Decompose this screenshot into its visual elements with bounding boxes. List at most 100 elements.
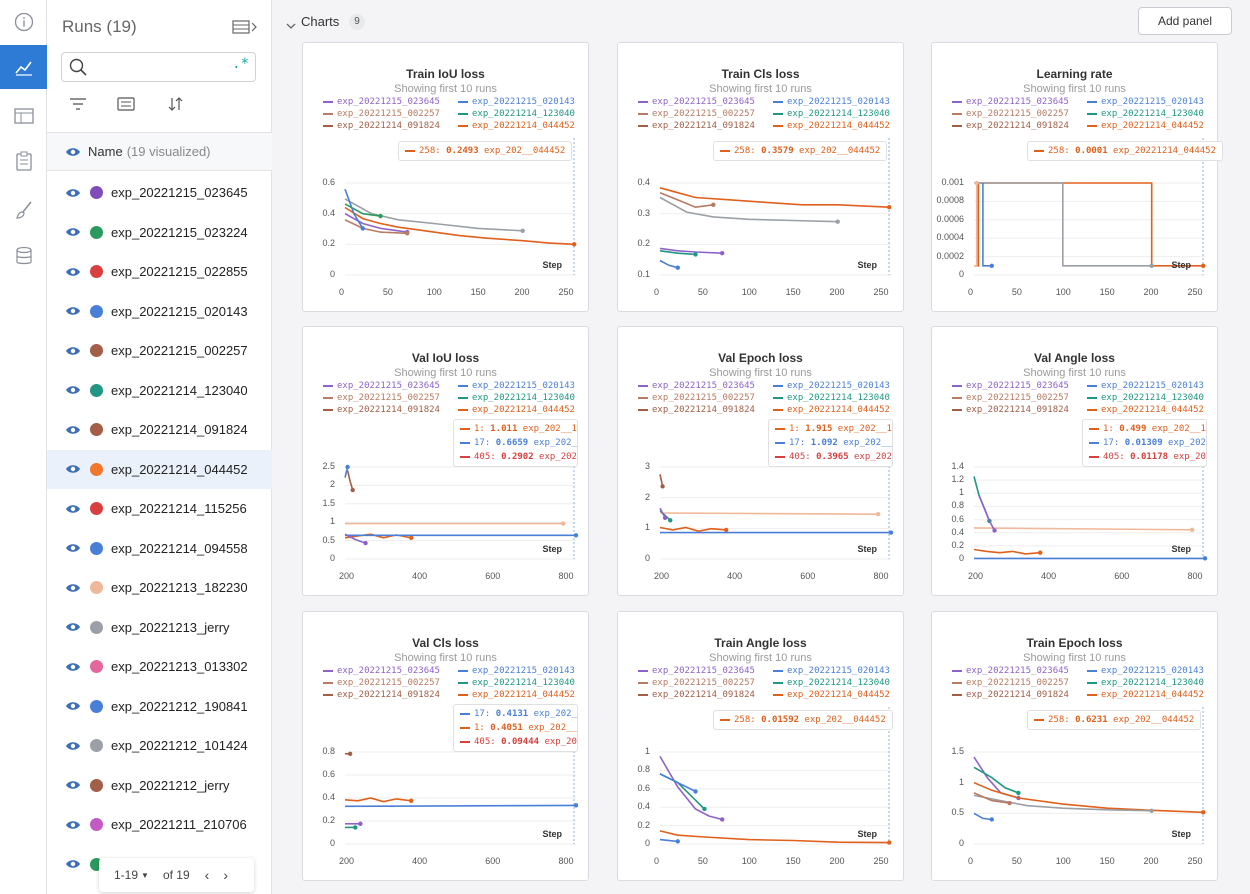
series-line[interactable]	[659, 259, 679, 269]
series-line[interactable]	[344, 804, 577, 808]
prev-page-icon[interactable]: ‹	[204, 867, 210, 883]
series-line[interactable]	[973, 792, 1010, 804]
add-panel-button[interactable]: Add panel	[1138, 7, 1232, 35]
run-name[interactable]: exp_20221215_023645	[111, 185, 248, 200]
run-row[interactable]: exp_20221212_jerry	[47, 766, 272, 805]
run-row[interactable]: exp_20221214_044452	[47, 449, 272, 489]
run-row[interactable]: exp_20221214_123040	[47, 371, 272, 410]
eye-icon[interactable]	[65, 227, 81, 237]
table-view-icon[interactable]	[0, 94, 47, 138]
run-color-dot[interactable]	[90, 778, 103, 792]
run-row[interactable]: exp_20221215_023224	[47, 213, 272, 252]
eye-icon[interactable]	[65, 820, 81, 830]
run-name[interactable]: exp_20221214_115256	[111, 501, 247, 516]
run-name[interactable]: exp_20221214_123040	[111, 382, 248, 398]
run-name[interactable]: exp_20221214_091824	[111, 422, 248, 437]
run-name[interactable]: exp_20221211_210706	[111, 817, 247, 832]
filter-icon[interactable]	[69, 96, 87, 112]
run-color-dot[interactable]	[90, 502, 103, 515]
group-icon[interactable]	[117, 96, 135, 112]
eye-icon[interactable]	[65, 267, 81, 277]
artifacts-database-icon[interactable]	[0, 234, 47, 278]
eye-icon[interactable]	[65, 188, 81, 198]
chart-panel[interactable]: Val Epoch loss Showing first 10 runs exp_2…	[617, 326, 904, 596]
run-row[interactable]: exp_20221213_182230	[47, 568, 272, 607]
run-color-dot[interactable]	[90, 265, 103, 278]
overview-info-icon[interactable]	[0, 0, 47, 44]
series-line[interactable]	[344, 797, 412, 803]
series-line[interactable]	[974, 183, 978, 267]
eye-icon[interactable]	[65, 543, 81, 553]
series-line[interactable]	[659, 526, 727, 533]
series-line[interactable]	[659, 773, 696, 793]
run-color-dot[interactable]	[90, 225, 103, 239]
series-line[interactable]	[659, 838, 678, 843]
run-color-dot[interactable]	[90, 699, 103, 713]
series-line[interactable]	[344, 198, 523, 232]
series-line[interactable]	[344, 533, 366, 544]
run-name[interactable]: exp_20221215_022855	[111, 264, 248, 279]
run-color-dot[interactable]	[90, 462, 103, 476]
run-row[interactable]: exp_20221213_013302	[47, 647, 272, 686]
chart-panel[interactable]: Train Epoch loss Showing first 10 runs exp…	[931, 611, 1218, 881]
series-line[interactable]	[659, 512, 879, 515]
run-row[interactable]: exp_20221214_115256	[47, 489, 272, 528]
series-line[interactable]	[344, 212, 408, 233]
run-color-dot[interactable]	[90, 581, 103, 594]
run-name[interactable]: exp_20221215_020143	[111, 303, 248, 319]
run-name[interactable]: exp_20221215_023224	[111, 224, 248, 240]
series-line[interactable]	[659, 755, 723, 821]
chevron-down-icon[interactable]	[286, 17, 296, 35]
series-line[interactable]	[973, 794, 1152, 812]
series-line[interactable]	[659, 187, 890, 208]
run-color-dot[interactable]	[90, 739, 103, 752]
series-line[interactable]	[659, 191, 714, 209]
eye-icon[interactable]	[65, 622, 81, 632]
series-line[interactable]	[346, 470, 354, 491]
eye-icon[interactable]	[65, 741, 81, 751]
run-name[interactable]: exp_20221213_013302	[111, 659, 248, 674]
chart-panel[interactable]: Val Cls loss Showing first 10 runs exp_202…	[302, 611, 589, 881]
sweeps-brush-icon[interactable]	[0, 188, 47, 232]
eye-icon[interactable]	[65, 346, 81, 356]
series-line[interactable]	[344, 206, 575, 246]
sort-icon[interactable]	[167, 96, 185, 112]
run-row[interactable]: exp_20221212_190841	[47, 687, 272, 726]
chart-panel[interactable]: Train Angle loss Showing first 10 runs exp…	[617, 611, 904, 881]
run-color-dot[interactable]	[90, 541, 103, 555]
run-row[interactable]: exp_20221211_210706	[47, 805, 272, 844]
chart-panel[interactable]: Learning rate Showing first 10 runs exp_20…	[931, 42, 1223, 312]
series-line[interactable]	[344, 219, 408, 235]
run-row[interactable]: exp_20221215_002257	[47, 331, 272, 370]
run-name[interactable]: exp_20221213_182230	[111, 580, 248, 595]
run-row[interactable]: exp_20221215_020143	[47, 292, 272, 331]
series-line[interactable]	[659, 830, 890, 844]
series-line[interactable]	[659, 250, 696, 256]
regex-toggle[interactable]: .*	[232, 56, 249, 72]
eye-icon[interactable]	[65, 306, 81, 316]
eye-icon[interactable]	[65, 583, 81, 593]
run-name[interactable]: exp_20221215_002257	[111, 343, 248, 358]
run-name[interactable]: exp_20221212_jerry	[111, 777, 230, 793]
run-name[interactable]: exp_20221212_190841	[111, 698, 248, 714]
series-line[interactable]	[973, 548, 1041, 555]
eye-icon[interactable]	[65, 464, 81, 474]
eye-icon[interactable]	[65, 425, 81, 435]
run-color-dot[interactable]	[90, 344, 103, 357]
series-line[interactable]	[973, 781, 1204, 814]
run-row[interactable]: exp_20221215_022855	[47, 252, 272, 291]
chart-panel[interactable]: Val Angle loss Showing first 10 runs exp_2…	[931, 326, 1218, 596]
series-line[interactable]	[973, 812, 992, 821]
next-page-icon[interactable]: ›	[223, 867, 228, 883]
eye-icon[interactable]	[65, 859, 81, 869]
eye-icon[interactable]	[65, 504, 81, 514]
table-expand-icon[interactable]	[232, 18, 258, 36]
series-line[interactable]	[978, 495, 996, 531]
reports-clipboard-icon[interactable]	[0, 139, 47, 183]
run-color-dot[interactable]	[90, 423, 103, 436]
series-line[interactable]	[974, 182, 1152, 267]
eye-icon[interactable]	[65, 385, 81, 395]
run-row[interactable]: exp_20221212_101424	[47, 726, 272, 765]
series-line[interactable]	[659, 247, 723, 254]
run-name[interactable]: exp_20221212_101424	[111, 738, 248, 753]
